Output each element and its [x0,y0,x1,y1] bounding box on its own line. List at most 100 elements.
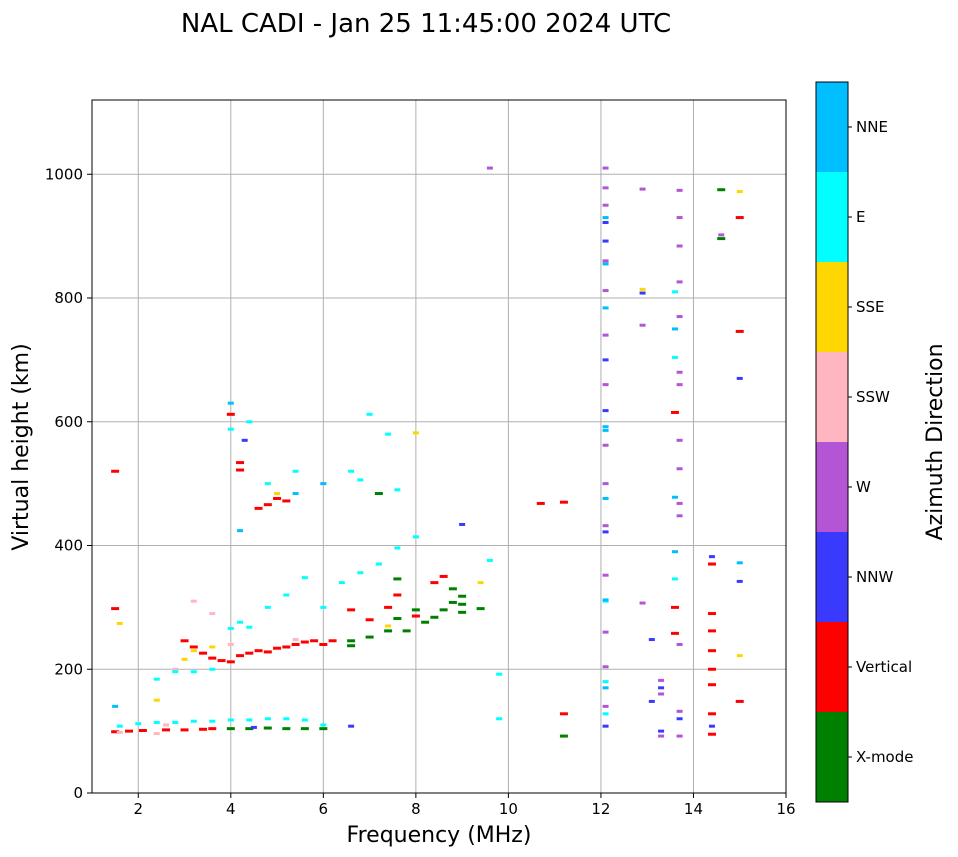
colorbar-segment [816,172,848,262]
x-tick-label: 10 [499,800,518,818]
echo-point-vertical [707,732,716,736]
echo-point-nnw [648,699,655,703]
y-axis-label: Virtual height (km) [9,343,34,550]
echo-point-nnw [241,438,248,442]
echo-point-x-mode [458,610,467,614]
echo-point-e [116,724,123,728]
echo-point-sse [181,657,188,661]
echo-point-ssw [116,730,123,734]
echo-point-vertical [180,639,189,643]
echo-point-nne [671,495,678,499]
echo-point-vertical [536,501,545,505]
echo-point-vertical [199,651,208,655]
colorbar-tick-label: Vertical [856,658,912,676]
echo-point-sse [116,621,123,625]
echo-point-x-mode [448,587,457,591]
y-tick-label: 1000 [45,165,83,183]
echo-point-vertical [111,607,120,611]
echo-point-vertical [319,643,328,646]
echo-point-e [301,718,308,722]
echo-point-vertical [282,645,291,649]
echo-point-nne [237,529,244,533]
echo-point-w [658,678,665,682]
echo-point-w [676,709,683,713]
echo-point-x-mode [430,615,439,619]
echo-point-vertical [199,727,208,731]
echo-point-nnw [736,376,743,380]
echo-point-e [190,670,197,674]
x-axis-label: Frequency (MHz) [347,823,532,848]
echo-point-e [264,717,271,721]
y-axis-ticks: 0 200 400 600 800 1000 [45,165,92,802]
echo-point-e [301,576,308,580]
echo-point-nne [227,401,234,405]
echo-point-vertical [254,649,263,653]
echo-point-ssw [190,599,197,603]
echo-point-w [602,259,609,263]
echo-point-x-mode [319,727,328,731]
echo-point-w [676,315,683,319]
echo-point-e [246,718,253,722]
echo-point-vertical [707,712,716,716]
echo-point-vertical [365,618,374,622]
echo-point-vertical [430,581,439,585]
echo-point-w [602,289,609,293]
echo-point-w [676,244,683,248]
echo-point-nnw [708,555,715,559]
echo-point-sse [639,287,646,291]
echo-point-nnw [708,724,715,728]
echo-point-nnw [639,291,646,295]
echo-point-w [602,704,609,708]
echo-point-vertical [236,468,245,472]
echo-point-e [246,420,253,424]
echo-point-vertical [273,496,282,500]
echo-point-nnw [602,239,609,243]
echo-point-nnw [658,686,665,690]
echo-point-x-mode [717,237,726,241]
echo-point-e [135,722,142,726]
echo-point-vertical [300,640,309,644]
echo-point-x-mode [393,577,402,581]
echo-point-x-mode [347,639,356,643]
colorbar-segment [816,82,848,172]
echo-point-sse [412,431,419,435]
echo-point-nnw [250,725,257,729]
echo-point-w [602,630,609,634]
x-tick-label: 14 [684,800,703,818]
echo-point-w [602,665,609,669]
echo-point-x-mode [559,734,568,738]
echo-point-nne [671,327,678,331]
colorbar-tick-label: NNE [856,118,888,136]
echo-point-x-mode [421,620,430,624]
y-tick-label: 800 [54,289,83,307]
echo-point-vertical [291,643,300,646]
echo-point-vertical [439,574,448,578]
echo-point-vertical [707,629,716,633]
echo-point-e [412,535,419,539]
echo-point-nne [292,492,299,496]
echo-point-w [486,166,493,170]
plot-frame [91,99,787,794]
echo-point-nnw [602,724,609,728]
echo-point-e [227,718,234,722]
echo-point-x-mode [458,602,467,606]
echo-point-x-mode [282,727,291,731]
echo-point-e [264,482,271,486]
echo-point-vertical [735,329,744,333]
echo-point-e [496,717,503,721]
x-tick-label: 2 [133,800,143,818]
y-tick-label: 0 [73,784,83,802]
echo-point-sse [477,581,484,585]
y-tick-label: 400 [54,537,83,555]
echo-point-w [602,166,609,170]
echo-point-vertical [559,500,568,504]
echo-point-e [283,717,290,721]
echo-point-w [658,734,665,738]
echo-point-ssw [163,723,170,727]
echo-point-x-mode [411,608,420,612]
echo-point-nnw [658,729,665,733]
echo-point-vertical [735,216,744,220]
x-tick-label: 8 [411,800,421,818]
echo-point-w [639,601,646,605]
